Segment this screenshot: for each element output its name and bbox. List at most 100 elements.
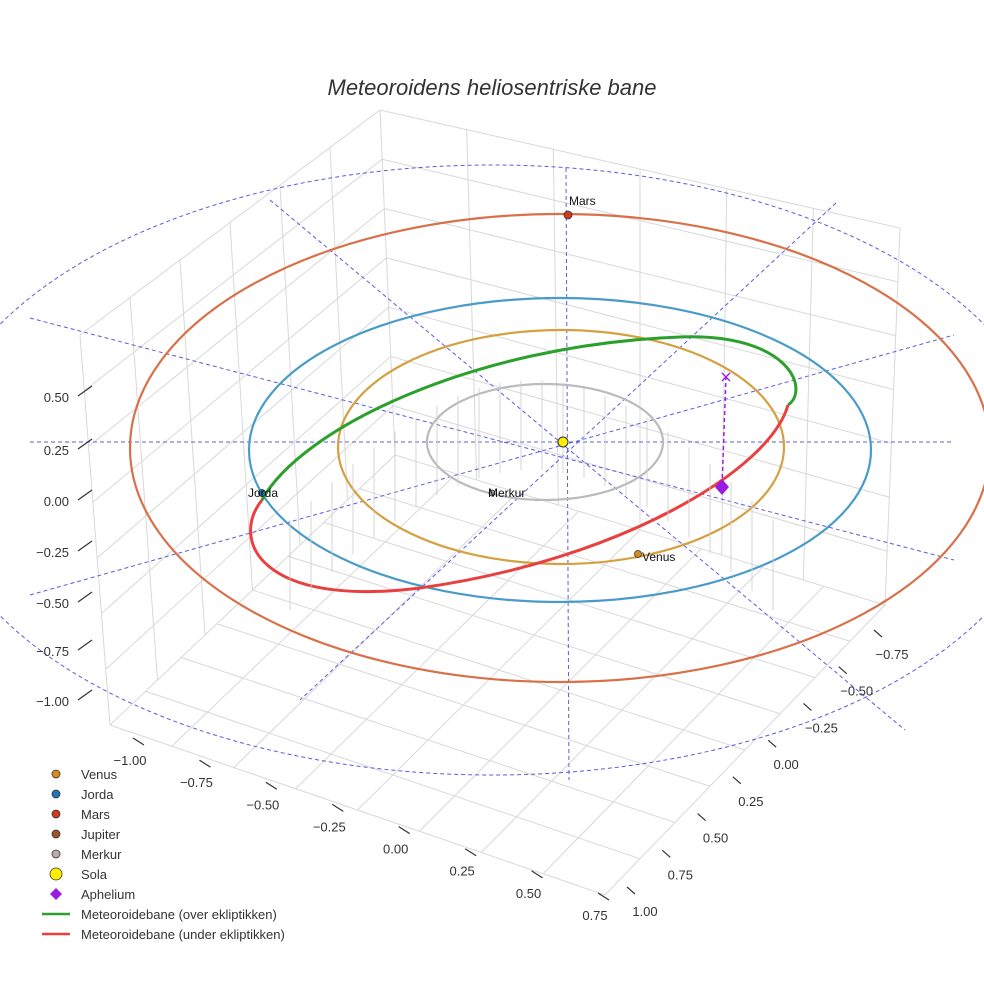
z-tick-mark <box>77 385 93 397</box>
x-tick-mark <box>132 737 145 746</box>
mars-marker <box>563 210 573 220</box>
z-tick-label: −1.00 <box>36 694 69 709</box>
x-tick-mark <box>265 781 278 790</box>
mars-label: Mars <box>569 194 596 208</box>
reference-lines <box>0 164 984 781</box>
x-tick-label: −0.25 <box>313 819 346 834</box>
x-tick-mark <box>199 759 211 768</box>
z-axis-ticks: 0.50 0.25 0.00 −0.25 −0.50 −0.75 −1.00 <box>36 385 93 709</box>
grid-line <box>419 548 702 832</box>
grid-line <box>83 158 898 392</box>
y-tick-mark <box>697 813 706 822</box>
x-tick-label: −0.75 <box>180 775 213 790</box>
legend-marker <box>51 829 61 839</box>
x-tick-mark <box>531 870 543 879</box>
grid-line <box>480 567 763 853</box>
legend-item-merkur[interactable]: Merkur <box>51 847 122 862</box>
orbit-jorda <box>247 296 873 604</box>
legend-marker <box>51 849 61 859</box>
y-tick-mark <box>732 776 742 785</box>
grid-line <box>329 147 348 501</box>
grid-line <box>129 297 158 681</box>
legend-label: Meteoroidebane (over ekliptikken) <box>81 907 277 922</box>
x-tick-mark <box>597 892 610 901</box>
x-tick-label: 0.25 <box>449 864 474 879</box>
planet-orbits <box>129 212 984 684</box>
z-tick-mark <box>77 591 93 603</box>
y-tick-label: 1.00 <box>632 904 657 919</box>
x-tick-label: 0.50 <box>516 886 541 901</box>
grid-lines <box>79 109 901 896</box>
grid-line <box>252 589 746 751</box>
orbit-mars <box>129 212 984 684</box>
legend-marker <box>50 888 62 900</box>
grid-line <box>359 488 851 642</box>
z-tick-label: −0.25 <box>36 545 69 560</box>
grid-line <box>179 259 206 636</box>
y-tick-label: −0.25 <box>805 720 838 735</box>
z-tick-label: −0.50 <box>36 596 69 611</box>
legend-label: Venus <box>81 767 118 782</box>
grid-line <box>229 222 253 591</box>
orbit-merkur <box>425 382 665 502</box>
grid-line <box>323 522 816 678</box>
merkur-label: Merkur <box>488 486 525 500</box>
aphelium-marker <box>715 479 729 495</box>
legend-item-aphelium[interactable]: Aphelium <box>50 887 135 902</box>
legend-item-meteoroidebane-over-ekliptikken[interactable]: Meteoroidebane (over ekliptikken) <box>42 907 277 922</box>
meteoroid-orbit-below <box>249 404 790 594</box>
merkur-marker <box>488 489 496 497</box>
legend-item-sola[interactable]: Sola <box>49 867 108 882</box>
grid-line <box>101 355 890 614</box>
legend-item-mars[interactable]: Mars <box>51 807 110 822</box>
grid-line <box>287 555 781 715</box>
grid-line <box>96 306 892 559</box>
legend-item-jorda[interactable]: Jorda <box>51 787 114 802</box>
legend-label: Jupiter <box>81 827 121 842</box>
x-axis-ticks: −1.00 −0.75 −0.50 −0.25 0.00 0.25 0.50 0.75 <box>114 737 610 923</box>
x-tick-label: 0.00 <box>383 842 408 857</box>
y-tick-mark <box>838 666 848 675</box>
planets: Mars Jorda Merkur Venus <box>248 194 675 564</box>
y-tick-mark <box>626 886 636 895</box>
z-tick-label: −0.75 <box>36 644 69 659</box>
z-tick-mark <box>77 689 93 701</box>
z-tick-mark <box>77 438 93 450</box>
legend-label: Sola <box>81 867 108 882</box>
legend-marker <box>51 769 61 779</box>
sun-marker <box>557 436 569 448</box>
legend-label: Merkur <box>81 847 122 862</box>
chart-title: Meteoroidens heliosentriske bane <box>328 75 657 100</box>
grid-line <box>279 184 301 546</box>
grid-line <box>105 405 888 670</box>
legend-item-meteoroidebane-under-ekliptikken[interactable]: Meteoroidebane (under ekliptikken) <box>42 927 285 942</box>
z-tick-mark <box>77 540 93 552</box>
z-tick-mark <box>77 639 93 651</box>
y-axis-ticks: −0.75 −0.50 −0.25 0.00 0.25 0.50 0.75 1.00 <box>626 629 909 919</box>
x-tick-mark <box>398 826 411 835</box>
grid-line <box>552 149 559 506</box>
y-tick-label: 0.75 <box>668 867 693 882</box>
aphelium-projection-marker: × <box>719 367 732 386</box>
y-tick-label: 0.50 <box>703 831 728 846</box>
y-tick-mark <box>803 702 812 711</box>
venus-label: Venus <box>642 550 675 564</box>
legend-item-venus[interactable]: Venus <box>51 767 118 782</box>
legend-label: Mars <box>81 807 110 822</box>
jorda-marker <box>258 489 266 497</box>
z-tick-label: 0.50 <box>44 390 69 405</box>
z-tick-mark <box>77 489 93 501</box>
legend-label: Aphelium <box>81 887 135 902</box>
y-tick-mark <box>661 849 671 858</box>
x-tick-mark <box>331 803 344 812</box>
y-tick-label: −0.75 <box>876 647 909 662</box>
orbit-venus <box>336 328 786 566</box>
legend-marker <box>51 789 61 799</box>
legend-item-jupiter[interactable]: Jupiter <box>51 827 121 842</box>
z-tick-label: 0.25 <box>44 443 69 458</box>
y-tick-mark <box>767 739 777 748</box>
meteoroid-orbit-above <box>260 335 798 501</box>
x-tick-label: −1.00 <box>114 753 147 768</box>
legend-label: Meteoroidebane (under ekliptikken) <box>81 927 285 942</box>
y-tick-mark <box>873 629 883 638</box>
